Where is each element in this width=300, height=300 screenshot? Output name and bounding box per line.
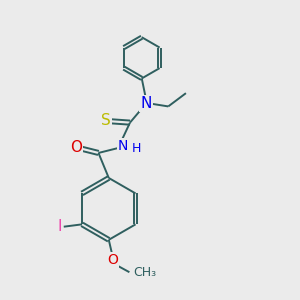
Text: I: I — [57, 219, 61, 234]
Text: O: O — [70, 140, 82, 154]
Text: O: O — [107, 254, 118, 267]
Text: H: H — [132, 142, 141, 155]
Text: N: N — [118, 140, 128, 154]
Text: N: N — [140, 96, 152, 111]
Text: CH₃: CH₃ — [133, 266, 156, 279]
Text: S: S — [101, 113, 111, 128]
